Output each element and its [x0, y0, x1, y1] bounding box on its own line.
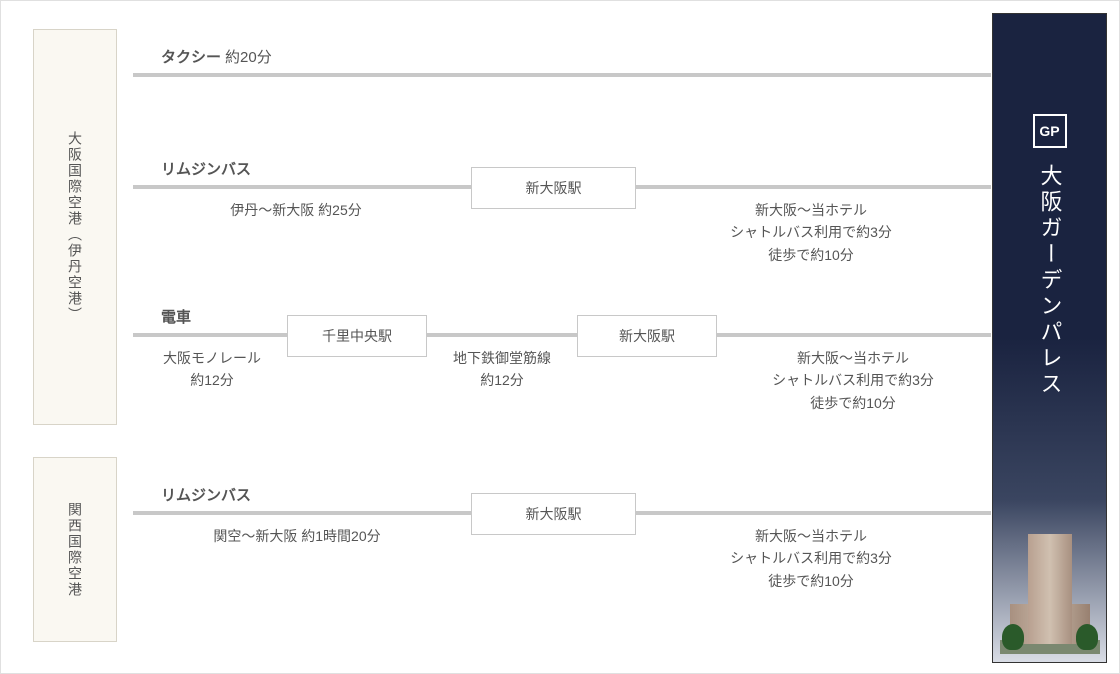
destination-title: 大阪ガーデンパレス [1034, 164, 1066, 398]
segment-description: 新大阪～当ホテルシャトルバス利用で約3分徒歩で約10分 [661, 525, 961, 592]
destination-panel: GP 大阪ガーデンパレス [992, 13, 1107, 663]
building-illustration [1000, 514, 1100, 654]
route-method-label: タクシー約20分 [161, 46, 272, 67]
station-node: 新大阪駅 [471, 493, 636, 535]
station-node: 新大阪駅 [577, 315, 717, 357]
destination-logo: GP [1033, 114, 1067, 148]
station-node: 新大阪駅 [471, 167, 636, 209]
origin-label: 関西国際空港 [65, 502, 85, 598]
segment-description: 大阪モノレール約12分 [133, 347, 291, 392]
segment-description: 新大阪～当ホテルシャトルバス利用で約3分徒歩で約10分 [717, 347, 989, 414]
segment-description: 伊丹～新大阪 約25分 [161, 199, 431, 221]
route-line [133, 73, 991, 77]
route-method-label: 電車 [161, 306, 191, 327]
origin-itami: 大阪国際空港（伊丹空港） [33, 29, 117, 425]
origin-label: 大阪国際空港（伊丹空港） [65, 131, 85, 323]
segment-description: 新大阪～当ホテルシャトルバス利用で約3分徒歩で約10分 [661, 199, 961, 266]
segment-description: 関空～新大阪 約1時間20分 [137, 525, 457, 547]
route-method-label: リムジンバス [161, 158, 251, 179]
route-method-label: リムジンバス [161, 484, 251, 505]
route-line [133, 333, 991, 337]
origin-kix: 関西国際空港 [33, 457, 117, 642]
station-node: 千里中央駅 [287, 315, 427, 357]
route-time-text: 約20分 [225, 49, 272, 66]
segment-description: 地下鉄御堂筋線約12分 [427, 347, 577, 392]
